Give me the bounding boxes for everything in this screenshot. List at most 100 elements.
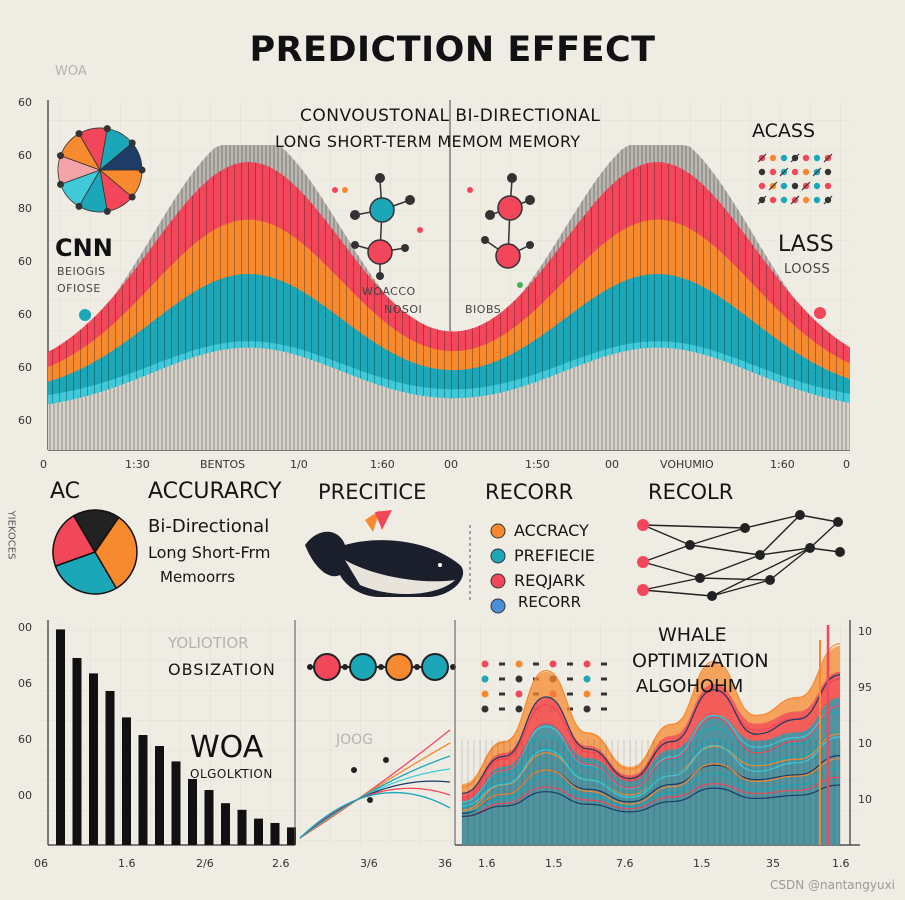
- bottom-right-line-chart: [461, 625, 841, 845]
- legend-item-0: ACCRACY: [514, 521, 589, 540]
- matrix-slash: [757, 195, 767, 205]
- wave-line-12: [461, 767, 841, 813]
- scatter-dot: [481, 660, 489, 668]
- matrix-dot: [813, 196, 821, 204]
- pie-slice-3: [72, 509, 120, 554]
- scatter-dash: [567, 677, 573, 681]
- matrix-dot: [791, 182, 799, 190]
- scatter-dot: [481, 705, 489, 713]
- whale-title-3: ALGOHOHM: [636, 676, 744, 697]
- wave-line-10: [461, 757, 841, 813]
- net-node: [637, 519, 649, 531]
- top-y-tick-2: 80: [18, 202, 32, 215]
- bar-9: [204, 790, 214, 845]
- side-label: YIEKOCES: [5, 510, 17, 560]
- watermark: CSDN @nantangyuxi: [769, 878, 895, 892]
- wave-line-3: [461, 674, 841, 795]
- matrix-slash: [823, 153, 833, 163]
- wave-line-1: [461, 678, 841, 799]
- top-x-tick-4: 1:60: [370, 458, 395, 471]
- scatter-dash: [601, 692, 607, 696]
- fan-dot: [367, 797, 373, 803]
- bottom-x-tick-2: 2/6: [196, 857, 214, 870]
- matrix-dot: [769, 154, 777, 162]
- bottom-right-scatter: [481, 660, 607, 713]
- scatter-dot: [515, 675, 523, 683]
- net-node: [685, 540, 695, 550]
- matrix-dot: [769, 196, 777, 204]
- bottom-x-tick-8: 7.6: [616, 857, 634, 870]
- top-right-dot-matrix: [757, 153, 833, 205]
- bottom-x-tick-6: 1.6: [478, 857, 496, 870]
- fan-dot: [383, 757, 389, 763]
- bottom-left-bar-chart: [56, 629, 296, 845]
- bidir-line1: Bi-Directional: [148, 516, 270, 537]
- top-y-tick-0: 60: [18, 96, 32, 109]
- matrix-dot: [780, 196, 788, 204]
- mid-sub2: NOSOI: [384, 303, 423, 316]
- top-y-tick-6: 60: [18, 414, 32, 427]
- scatter-dash: [567, 692, 573, 696]
- net-edge: [642, 524, 746, 529]
- woa-sub: OLGOLKTION: [190, 767, 273, 781]
- net-edge: [809, 547, 841, 553]
- bar-2: [89, 673, 98, 845]
- woa-label: WOA: [190, 730, 264, 765]
- scatter-dot: [583, 675, 591, 683]
- whale-title-2: OPTIMIZATION: [632, 650, 769, 672]
- top-x-tick-8: VOHUMIO: [660, 458, 714, 471]
- wave-line-11: [461, 776, 841, 818]
- bar-4: [122, 717, 131, 845]
- matrix-slash: [757, 153, 767, 163]
- middle-network-graph: [637, 510, 845, 601]
- top-heading-line2: LONG SHORT-TERM MEMOM MEMORY: [275, 132, 581, 151]
- net-edge: [699, 577, 771, 581]
- chain-joint: [414, 664, 420, 670]
- top-area-chart: [48, 145, 850, 450]
- bar-8: [188, 779, 197, 845]
- mini-pie-node: [75, 130, 83, 138]
- mini-pie-node: [128, 139, 136, 147]
- matrix-slash: [779, 167, 789, 177]
- net-edge: [699, 554, 761, 579]
- bottom-x-tick-0: 06: [34, 857, 48, 870]
- matrix-dot: [802, 196, 810, 204]
- mid-label-precitice: PRECITICE: [318, 480, 427, 504]
- wave-line-13: [461, 784, 841, 817]
- matrix-dot: [780, 154, 788, 162]
- br-y-tick-0: 10: [858, 625, 872, 638]
- lass-label: LASS: [778, 232, 834, 257]
- top-y-tick-3: 60: [18, 255, 32, 268]
- chain-joint: [307, 664, 313, 670]
- matrix-dot: [780, 182, 788, 190]
- matrix-dot: [824, 182, 832, 190]
- bar-7: [171, 761, 181, 845]
- matrix-dot: [802, 168, 810, 176]
- top-y-tick-1: 60: [18, 149, 32, 162]
- mini-pie-node: [75, 202, 83, 210]
- top-x-tick-1: 1:30: [125, 458, 150, 471]
- scatter-dot: [583, 660, 591, 668]
- bottom-center-fan-lines: [299, 729, 451, 839]
- mini-pie-node: [57, 180, 65, 188]
- bl-y-tick-0: 00: [18, 621, 32, 634]
- mid-label-ac: AC: [50, 479, 81, 504]
- wave-line-0: [461, 643, 841, 788]
- net-edge: [809, 521, 839, 549]
- fan-line-6: [299, 791, 451, 839]
- chain-circle-1: [349, 653, 377, 681]
- legend-item-2: REQJARK: [514, 571, 585, 590]
- bar-1: [72, 658, 82, 845]
- matrix-dot: [758, 168, 766, 176]
- net-node: [637, 556, 649, 568]
- net-node: [805, 543, 815, 553]
- bl-header-faint: YOLIOTIOR: [168, 634, 249, 652]
- bottom-x-tick-5: 36: [438, 857, 452, 870]
- net-edge: [642, 589, 713, 597]
- matrix-slash: [812, 167, 822, 177]
- br-y-tick-3: 10: [858, 793, 872, 806]
- matrix-dot: [813, 154, 821, 162]
- matrix-slash: [823, 195, 833, 205]
- top-x-tick-6: 1:50: [525, 458, 550, 471]
- page-title: PREDICTION EFFECT: [249, 30, 656, 70]
